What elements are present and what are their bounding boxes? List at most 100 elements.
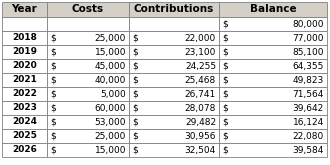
Bar <box>219 115 327 129</box>
Text: 2023: 2023 <box>12 103 37 113</box>
Text: 2024: 2024 <box>12 117 37 127</box>
Text: $: $ <box>132 89 138 99</box>
Bar <box>219 45 327 59</box>
Bar <box>129 73 219 87</box>
Text: $: $ <box>222 132 228 141</box>
Bar <box>129 59 219 73</box>
Bar <box>129 2 219 17</box>
Bar <box>219 59 327 73</box>
Bar <box>47 45 129 59</box>
Bar <box>47 101 129 115</box>
Bar <box>2 143 47 157</box>
Bar <box>129 87 219 101</box>
Text: $: $ <box>50 146 56 154</box>
Bar <box>129 31 219 45</box>
Bar <box>47 59 129 73</box>
Text: 71,564: 71,564 <box>293 89 324 99</box>
Text: 15,000: 15,000 <box>94 146 126 154</box>
Text: 64,355: 64,355 <box>293 62 324 70</box>
Text: $: $ <box>222 76 228 84</box>
Text: Year: Year <box>12 4 37 15</box>
Text: $: $ <box>50 76 56 84</box>
Text: 24,255: 24,255 <box>185 62 216 70</box>
Text: 26,741: 26,741 <box>185 89 216 99</box>
Text: 5,000: 5,000 <box>100 89 126 99</box>
Bar <box>2 129 47 143</box>
Text: 2026: 2026 <box>12 146 37 154</box>
Text: 25,000: 25,000 <box>95 132 126 141</box>
Text: Contributions: Contributions <box>134 4 214 15</box>
Text: $: $ <box>222 89 228 99</box>
Bar <box>219 2 327 17</box>
Bar <box>2 2 47 17</box>
Bar <box>2 59 47 73</box>
Text: 28,078: 28,078 <box>184 103 216 113</box>
Text: 22,000: 22,000 <box>185 33 216 43</box>
Bar <box>47 129 129 143</box>
Text: 53,000: 53,000 <box>94 117 126 127</box>
Bar <box>219 101 327 115</box>
Text: $: $ <box>222 117 228 127</box>
Text: 40,000: 40,000 <box>95 76 126 84</box>
Text: $: $ <box>50 103 56 113</box>
Text: $: $ <box>50 62 56 70</box>
Text: 30,956: 30,956 <box>184 132 216 141</box>
Bar <box>219 17 327 31</box>
Bar <box>47 143 129 157</box>
Bar <box>47 115 129 129</box>
Text: $: $ <box>132 76 138 84</box>
Text: 77,000: 77,000 <box>292 33 324 43</box>
Text: 32,504: 32,504 <box>185 146 216 154</box>
Bar <box>2 73 47 87</box>
Text: $: $ <box>132 117 138 127</box>
Text: 2021: 2021 <box>12 76 37 84</box>
Text: $: $ <box>50 132 56 141</box>
Bar <box>2 115 47 129</box>
Bar <box>219 143 327 157</box>
Bar <box>2 45 47 59</box>
Text: $: $ <box>222 48 228 56</box>
Bar <box>47 31 129 45</box>
Text: $: $ <box>132 62 138 70</box>
Text: 22,080: 22,080 <box>293 132 324 141</box>
Text: 80,000: 80,000 <box>292 19 324 29</box>
Bar <box>2 31 47 45</box>
Text: $: $ <box>222 33 228 43</box>
Text: $: $ <box>222 103 228 113</box>
Text: $: $ <box>222 146 228 154</box>
Text: $: $ <box>132 33 138 43</box>
Text: $: $ <box>50 33 56 43</box>
Bar <box>219 73 327 87</box>
Bar <box>2 17 47 31</box>
Text: Costs: Costs <box>72 4 104 15</box>
Bar <box>129 143 219 157</box>
Text: 45,000: 45,000 <box>95 62 126 70</box>
Bar <box>47 17 129 31</box>
Bar <box>47 87 129 101</box>
Bar <box>2 101 47 115</box>
Bar <box>2 87 47 101</box>
Bar <box>219 31 327 45</box>
Text: 2019: 2019 <box>12 48 37 56</box>
Text: $: $ <box>222 62 228 70</box>
Text: 2022: 2022 <box>12 89 37 99</box>
Bar <box>129 45 219 59</box>
Text: 85,100: 85,100 <box>292 48 324 56</box>
Bar <box>219 129 327 143</box>
Text: $: $ <box>132 132 138 141</box>
Bar <box>129 17 219 31</box>
Text: $: $ <box>222 19 228 29</box>
Text: 2025: 2025 <box>12 132 37 141</box>
Text: 15,000: 15,000 <box>94 48 126 56</box>
Bar <box>129 115 219 129</box>
Text: $: $ <box>132 48 138 56</box>
Text: 29,482: 29,482 <box>185 117 216 127</box>
Text: 25,468: 25,468 <box>185 76 216 84</box>
Bar <box>129 129 219 143</box>
Text: $: $ <box>132 146 138 154</box>
Text: 39,584: 39,584 <box>293 146 324 154</box>
Text: 16,124: 16,124 <box>293 117 324 127</box>
Text: 2018: 2018 <box>12 33 37 43</box>
Text: $: $ <box>132 103 138 113</box>
Text: $: $ <box>50 117 56 127</box>
